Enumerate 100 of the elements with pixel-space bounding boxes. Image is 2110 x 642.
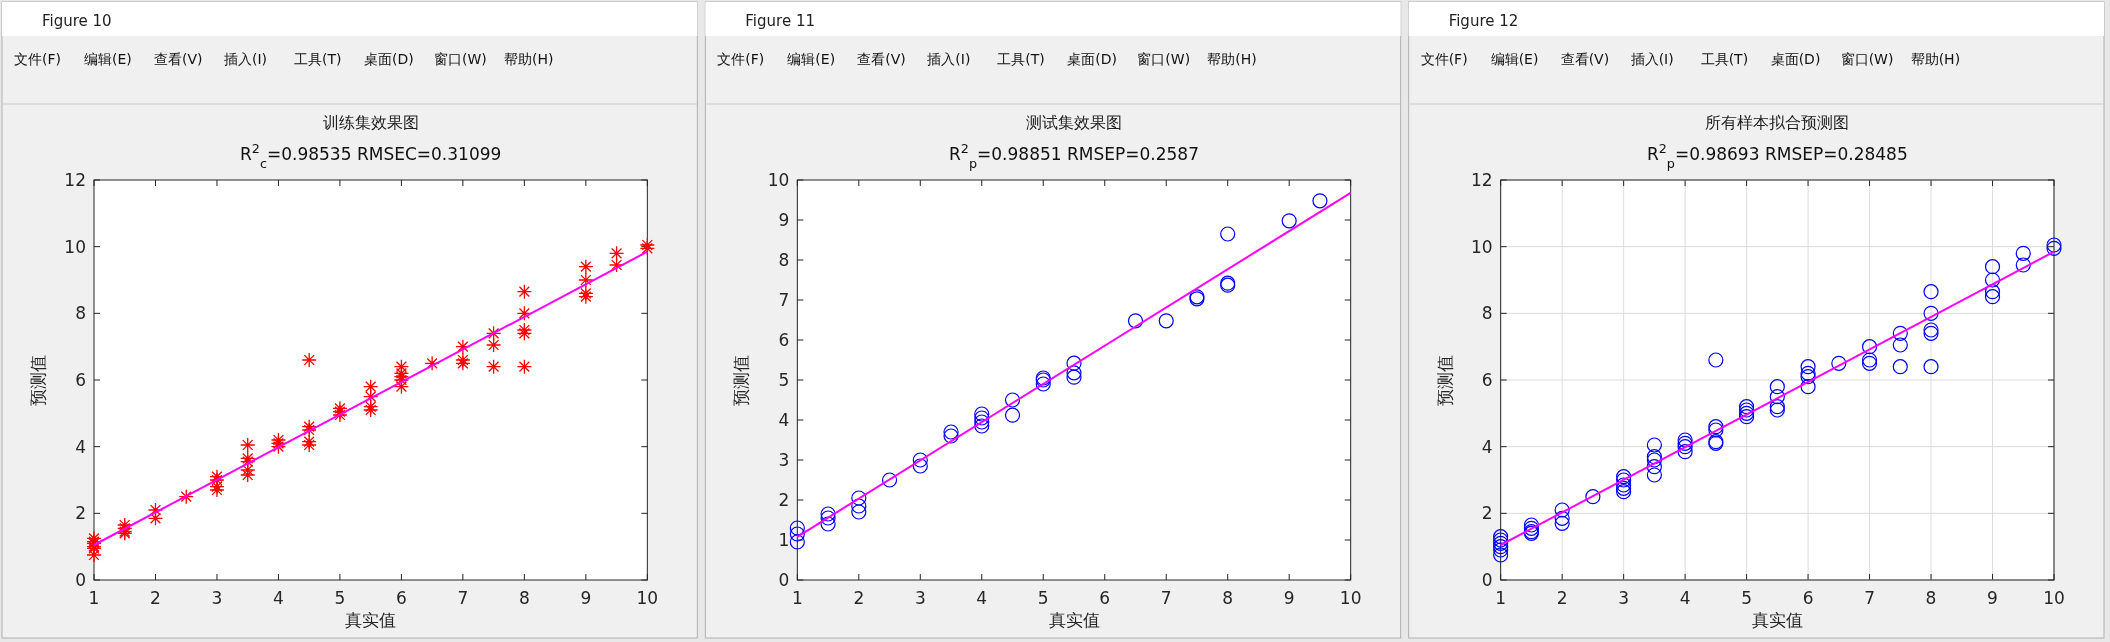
point	[912, 458, 928, 474]
point	[1312, 193, 1328, 209]
x-axis-title: 真实值	[345, 610, 397, 630]
text: 插入(I)	[224, 51, 268, 67]
x-tick-label: 7	[457, 588, 469, 608]
caption: Figure 10	[42, 12, 112, 30]
point	[1035, 376, 1051, 392]
y-axis-title: 预测值	[28, 354, 48, 406]
chart-subtitle: R$^{2}$$_{c}$=0.98535 RMSEC=0.31099	[240, 140, 502, 171]
y-tick-label: 5	[778, 370, 790, 390]
y-tick-label: 10	[767, 170, 790, 190]
x-tick-label: 6	[1099, 588, 1111, 608]
point	[820, 516, 836, 532]
x-tick-label: 6	[1802, 588, 1814, 608]
text: 帮助(H)	[1207, 51, 1257, 67]
x-tick-label: 10	[1339, 588, 1362, 608]
x-tick-label: 5	[1037, 588, 1049, 608]
chart-subtitle: R$^{2}$$_{p}$=0.98851 RMSEP=0.2587	[949, 140, 1199, 171]
caption: Figure 11	[745, 12, 815, 30]
point	[1127, 313, 1144, 329]
point	[1066, 369, 1082, 385]
y-tick-label: 7	[778, 290, 790, 310]
y-tick-label: 12	[64, 170, 86, 190]
text: 文件(F)	[1420, 51, 1468, 67]
point	[974, 414, 990, 430]
point	[1004, 407, 1021, 423]
y-tick-label: 2	[75, 503, 86, 524]
point	[1158, 313, 1174, 329]
text: 窗口(W)	[434, 51, 487, 67]
x-tick-label: 9	[1283, 588, 1295, 608]
x-tick-label: 2	[150, 588, 161, 608]
chart-title: 测试集效果图	[1026, 113, 1122, 132]
text: 桌面(D)	[364, 51, 414, 67]
y-tick-label: 8	[75, 303, 86, 324]
point	[974, 410, 990, 426]
point	[851, 504, 867, 520]
y-tick-label: 4	[75, 436, 86, 457]
x-tick-label: 10	[2043, 588, 2065, 608]
x-tick-label: 3	[211, 588, 223, 608]
y-tick-label: 6	[1481, 370, 1493, 390]
x-tick-label: 3	[914, 588, 926, 608]
text: 窗口(W)	[1840, 51, 1894, 67]
x-tick-label: 2	[1556, 588, 1568, 608]
text: 桌面(D)	[1067, 51, 1118, 67]
y-tick-label: 0	[1481, 570, 1493, 590]
text: 编辑(E)	[787, 51, 836, 67]
point	[789, 534, 805, 550]
x-tick-label: 8	[1222, 588, 1234, 608]
point	[851, 498, 867, 514]
y-tick-label: 3	[778, 450, 790, 470]
x-tick-label: 10	[636, 588, 659, 608]
chart-title: 训练集效果图	[322, 113, 419, 132]
text: 查看(V)	[857, 51, 906, 67]
point	[1066, 355, 1082, 371]
text: 帮助(H)	[504, 51, 554, 67]
y-tick-label: 8	[1481, 303, 1493, 324]
x-tick-label: 3	[1618, 588, 1630, 608]
text: 编辑(E)	[1490, 51, 1539, 67]
text: 帮助(H)	[1910, 51, 1961, 67]
y-tick-label: 4	[778, 410, 790, 430]
x-axis-title: 真实值	[1751, 610, 1803, 630]
y-tick-label: 9	[778, 210, 790, 230]
x-tick-label: 4	[273, 588, 284, 608]
text: 查看(V)	[154, 51, 203, 67]
y-axis-title: 预测值	[1434, 354, 1455, 406]
point	[820, 506, 836, 522]
text: 文件(F)	[14, 51, 61, 67]
text: 工具(T)	[997, 51, 1045, 67]
x-tick-label: 1	[88, 588, 100, 608]
x-tick-label: 8	[518, 588, 530, 608]
text: 工具(T)	[294, 51, 342, 67]
x-tick-label: 2	[853, 588, 865, 608]
chart-title: 所有样本拟合预测图	[1705, 113, 1850, 132]
x-tick-label: 5	[1741, 588, 1753, 608]
x-tick-label: 4	[976, 588, 988, 608]
x-axis-title: 真实值	[1048, 610, 1100, 630]
chart-subtitle: R$^{2}$$_{p}$=0.98693 RMSEP=0.28485	[1646, 140, 1908, 171]
point	[881, 472, 898, 488]
x-tick-label: 5	[334, 588, 346, 608]
y-tick-label: 10	[64, 236, 86, 257]
x-tick-label: 4	[1679, 588, 1691, 608]
point	[789, 520, 805, 536]
x-tick-label: 7	[1160, 588, 1172, 608]
point	[851, 490, 867, 506]
text: 桌面(D)	[1770, 51, 1821, 67]
text: 文件(F)	[717, 51, 765, 67]
y-tick-label: 6	[75, 370, 86, 390]
y-tick-label: 2	[1481, 503, 1493, 524]
point	[1004, 392, 1021, 408]
x-tick-label: 1	[1495, 588, 1507, 608]
y-tick-label: 6	[778, 330, 790, 350]
x-tick-label: 1	[791, 588, 803, 608]
y-tick-label: 12	[1471, 170, 1493, 190]
point	[943, 424, 959, 440]
point	[1066, 365, 1082, 381]
point	[820, 510, 836, 526]
text: 插入(I)	[1630, 51, 1674, 67]
x-tick-label: 9	[580, 588, 592, 608]
text: 查看(V)	[1560, 51, 1610, 67]
y-tick-label: 4	[1481, 436, 1493, 457]
